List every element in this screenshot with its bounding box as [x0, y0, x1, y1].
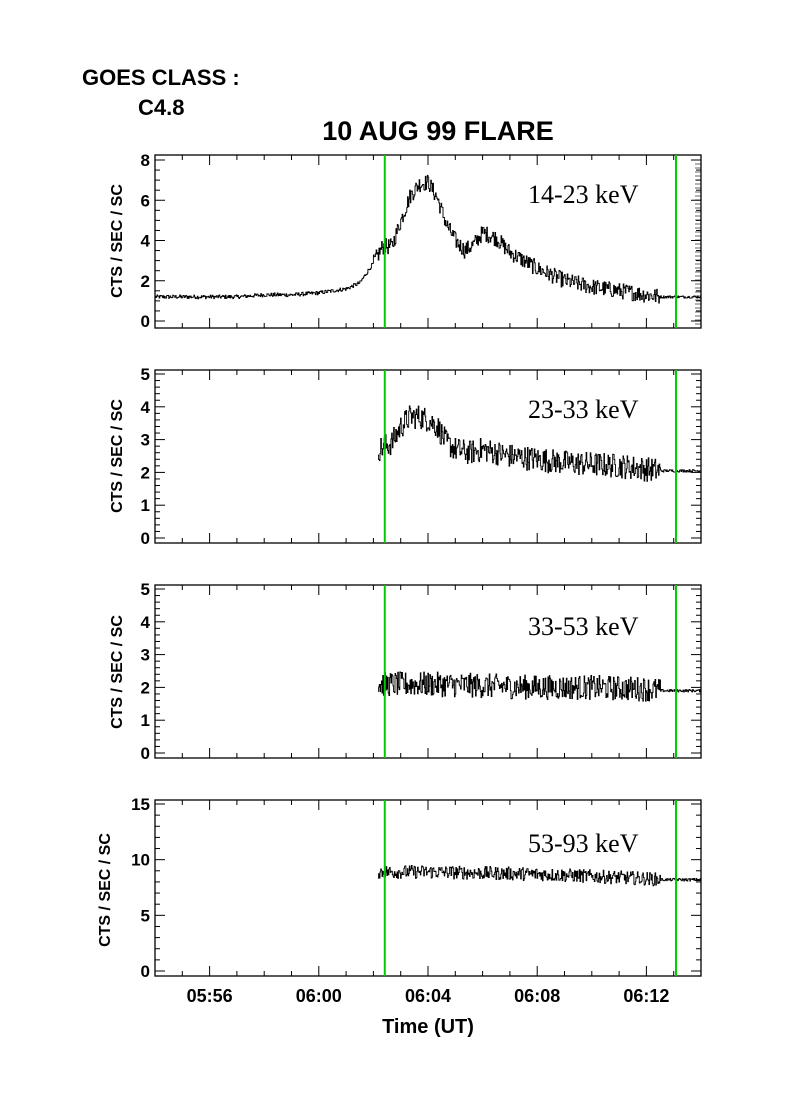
panel-4-y-tick-label: 10: [131, 851, 150, 870]
panel-3-y-tick-label: 1: [141, 711, 150, 730]
panel-1-y-tick-label: 2: [141, 272, 150, 291]
panel-3-data: [377, 671, 702, 702]
panel-2-markers: [383, 370, 677, 543]
panel-4-y-tick-label: 15: [131, 795, 150, 814]
panel-1-energy-band: 14-23 keV: [528, 180, 639, 209]
panel-3: 0 1 2 3 4 5 33-53 keV CTS / SEC / SC: [109, 580, 702, 763]
panel-1-y-tick-label: 0: [141, 312, 150, 331]
panel-3-y-tick-label: 4: [141, 613, 151, 632]
panel-1-y-tick-label: 8: [141, 151, 150, 170]
x-tick-label: 06:08: [514, 986, 560, 1006]
panel-3-frame: [154, 584, 702, 759]
panel-4-y-axis-label: CTS / SEC / SC: [97, 833, 114, 947]
panel-2-y-tick-label: 1: [141, 496, 150, 515]
panel-2-data: [377, 405, 702, 482]
panel-1: 0 2 4 6 8 14-23 keV CTS / SEC / SC: [109, 151, 702, 331]
panel-3-y-axis-label: CTS / SEC / SC: [109, 615, 126, 729]
panel-4-energy-band: 53-93 keV: [528, 829, 639, 858]
panel-2-y-tick-label: 0: [141, 529, 150, 548]
panel-3-y-tick-label: 3: [141, 646, 150, 665]
panel-3-markers: [383, 585, 677, 758]
panel-4-count-rate-curve: [377, 865, 702, 887]
panel-2-y-tick-label: 3: [141, 431, 150, 450]
x-tick-label: 06:12: [623, 986, 669, 1006]
panel-2-y-axis-label: CTS / SEC / SC: [109, 399, 126, 513]
panel-3-y-tick-label: 0: [141, 744, 150, 763]
panel-4-y-tick-label: 5: [141, 906, 150, 925]
panel-2-y-tick-label: 5: [141, 365, 150, 384]
x-axis-label: Time (UT): [382, 1016, 474, 1038]
chart-title: 10 AUG 99 FLARE: [322, 116, 554, 146]
panel-1-markers: [383, 155, 677, 328]
panel-1-count-rate-curve: [155, 174, 702, 304]
panel-1-data: [155, 174, 702, 304]
panel-2-energy-band: 23-33 keV: [528, 395, 639, 424]
panel-4-ticks: 0 5 10 15 05:56 06:00 06:04 06:08 06:12: [131, 795, 702, 1006]
panel-3-y-tick-label: 2: [141, 678, 150, 697]
panel-1-y-axis-label: CTS / SEC / SC: [109, 184, 126, 298]
panel-2-count-rate-curve: [377, 405, 702, 482]
goes-class-label: GOES CLASS :: [82, 65, 240, 90]
x-tick-label: 05:56: [187, 986, 233, 1006]
panel-4-frame: [154, 799, 702, 977]
panel-1-y-tick-label: 6: [141, 191, 150, 210]
x-tick-label: 06:04: [405, 986, 451, 1006]
panel-1-ticks: 0 2 4 6 8: [141, 151, 702, 331]
panel-3-count-rate-curve: [377, 671, 702, 702]
panel-4-data: [377, 865, 702, 887]
panel-4: 0 5 10 15 05:56 06:00 06:04 06:08 06:12 53-93 ke…: [97, 795, 702, 1006]
panel-2-y-tick-label: 2: [141, 463, 150, 482]
goes-class-value: C4.8: [138, 95, 184, 120]
panel-2-ticks: 0 1 2 3 4 5: [141, 365, 702, 548]
panel-3-energy-band: 33-53 keV: [528, 612, 639, 641]
x-tick-label: 06:00: [296, 986, 342, 1006]
panel-2: 0 1 2 3 4 5 23-33 keV CTS / SEC / SC: [109, 365, 702, 548]
panel-3-ticks: 0 1 2 3 4 5: [141, 580, 702, 763]
panel-4-markers: [383, 800, 677, 976]
panel-4-y-tick-label: 0: [141, 962, 150, 981]
panel-2-y-tick-label: 4: [141, 398, 151, 417]
panel-3-y-tick-label: 5: [141, 580, 150, 599]
panel-1-y-tick-label: 4: [141, 232, 151, 251]
